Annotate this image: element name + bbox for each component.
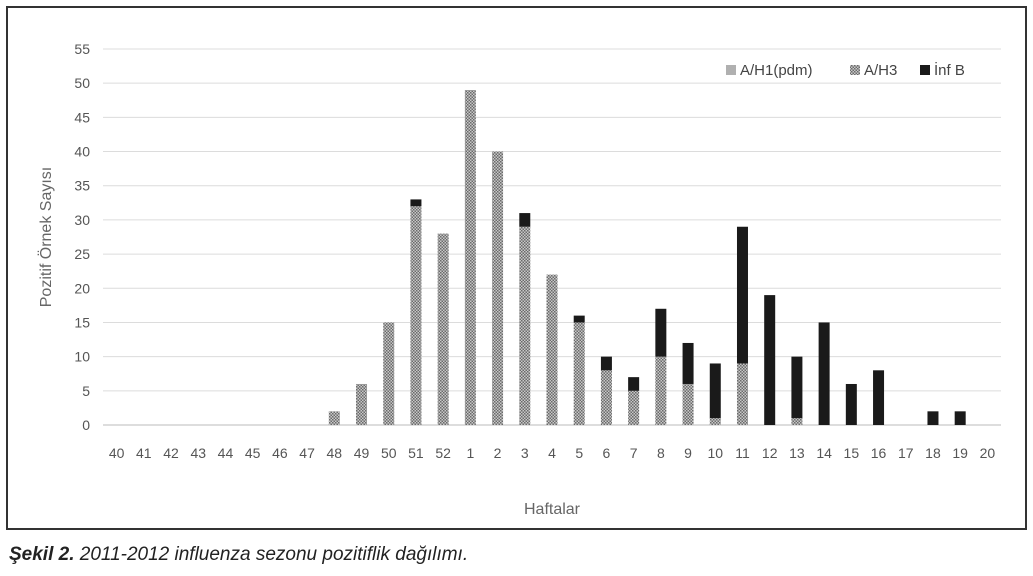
x-tick-label: 8 [657, 445, 665, 461]
bar-segment-İnf B [873, 370, 885, 425]
x-tick-label: 9 [684, 445, 692, 461]
y-tick-label: 40 [74, 144, 90, 160]
x-tick-label: 49 [354, 445, 370, 461]
x-tick-label: 7 [630, 445, 638, 461]
x-tick-label: 48 [327, 445, 343, 461]
bar-segment-İnf B [845, 383, 857, 425]
bar-segment-İnf B [954, 411, 966, 425]
bar-segment-İnf B [519, 213, 531, 227]
bar-segment-A/H3 [437, 233, 449, 425]
x-tick-label: 43 [190, 445, 206, 461]
bar-segment-A/H3 [791, 418, 803, 425]
y-tick-label: 50 [74, 75, 90, 91]
bar-segment-A/H3 [573, 322, 585, 425]
bar-segment-A/H3 [519, 226, 531, 425]
x-tick-label: 51 [408, 445, 424, 461]
bar-segment-İnf B [791, 356, 803, 419]
bar-segment-İnf B [655, 308, 667, 357]
x-tick-label: 17 [898, 445, 914, 461]
x-tick-label: 11 [735, 445, 750, 461]
caption-label: Şekil 2. [9, 544, 75, 565]
legend-swatch [726, 65, 736, 75]
chart-frame: 0 5 10 15 20 25 30 35 40 45 50 55 40 41 42 43 44 45 46 47 4… [6, 6, 1027, 530]
x-tick-label: 3 [521, 445, 529, 461]
x-tick-label: 50 [381, 445, 397, 461]
legend-label: A/H3 [864, 62, 897, 79]
x-tick-label: 16 [871, 445, 887, 461]
bar-segment-İnf B [410, 199, 422, 207]
bar-segment-A/H3 [600, 370, 612, 425]
x-tick-label: 4 [548, 445, 556, 461]
x-tick-label: 19 [952, 445, 968, 461]
bar-segment-A/H3 [682, 383, 694, 425]
bar-segment-A/H3 [383, 322, 395, 425]
legend-label: İnf B [934, 61, 965, 79]
x-axis-ticks: 40 41 42 43 44 45 46 47 48 49 50 51 52 1 2 3 4 5 6 7 8 9 10 11 1… [109, 445, 996, 461]
x-tick-label: 42 [163, 445, 179, 461]
bar-segment-İnf B [682, 342, 694, 384]
y-tick-label: 45 [74, 109, 90, 125]
x-tick-label: 18 [925, 445, 941, 461]
bar-segment-A/H3 [356, 383, 368, 425]
legend-label: A/H1(pdm) [740, 62, 813, 79]
bar-segment-İnf B [927, 411, 939, 425]
x-tick-label: 47 [299, 445, 315, 461]
bar-segment-İnf B [628, 377, 640, 391]
x-tick-label: 15 [844, 445, 860, 461]
y-tick-label: 5 [82, 383, 90, 399]
bar-segment-İnf B [600, 356, 612, 371]
x-tick-label: 12 [762, 445, 778, 461]
legend-swatch [920, 65, 930, 75]
bar-segment-A/H3 [464, 90, 476, 425]
bar-segment-A/H3 [628, 390, 640, 425]
x-tick-label: 44 [218, 445, 234, 461]
y-axis-label: Pozitif Örnek Sayısı [37, 167, 55, 308]
x-tick-label: 1 [466, 445, 474, 461]
x-tick-label: 5 [575, 445, 583, 461]
bar-segment-A/H3 [655, 356, 667, 425]
bar-segment-A/H3 [709, 418, 721, 425]
y-tick-label: 20 [74, 280, 90, 296]
bar-segment-İnf B [736, 226, 748, 364]
x-tick-label: 41 [136, 445, 152, 461]
x-tick-label: 2 [494, 445, 502, 461]
bar-segment-İnf B [709, 363, 721, 419]
y-tick-label: 35 [74, 178, 90, 194]
x-tick-label: 52 [435, 445, 451, 461]
x-tick-label: 14 [816, 445, 832, 461]
y-axis-ticks: 0 5 10 15 20 25 30 35 40 45 50 55 [74, 41, 90, 433]
y-tick-label: 0 [82, 417, 90, 433]
bar-segment-İnf B [818, 322, 830, 425]
bar-segment-İnf B [764, 295, 776, 425]
y-tick-label: 30 [74, 212, 90, 228]
y-tick-label: 55 [74, 41, 90, 57]
y-tick-label: 15 [74, 314, 90, 330]
figure-caption: Şekil 2. 2011-2012 influenza sezonu pozi… [9, 544, 468, 566]
bar-segment-A/H3 [492, 151, 504, 425]
x-tick-label: 10 [707, 445, 723, 461]
x-tick-label: 45 [245, 445, 261, 461]
legend: A/H1(pdm) A/H3 İnf B [726, 61, 965, 79]
y-tick-label: 10 [74, 349, 90, 365]
x-axis-label: Haftalar [524, 501, 581, 518]
bar-segment-A/H3 [410, 206, 422, 425]
x-tick-label: 20 [980, 445, 996, 461]
x-tick-label: 13 [789, 445, 805, 461]
bar-segment-A/H3 [736, 363, 748, 425]
bars [328, 90, 966, 425]
y-tick-label: 25 [74, 246, 90, 262]
bar-segment-A/H3 [328, 411, 340, 425]
caption-text: 2011-2012 influenza sezonu pozitiflik da… [74, 544, 469, 565]
bar-segment-A/H3 [546, 274, 558, 425]
bar-segment-İnf B [573, 315, 585, 323]
x-tick-label: 46 [272, 445, 288, 461]
legend-swatch [850, 65, 860, 75]
x-tick-label: 40 [109, 445, 125, 461]
x-tick-label: 6 [603, 445, 611, 461]
